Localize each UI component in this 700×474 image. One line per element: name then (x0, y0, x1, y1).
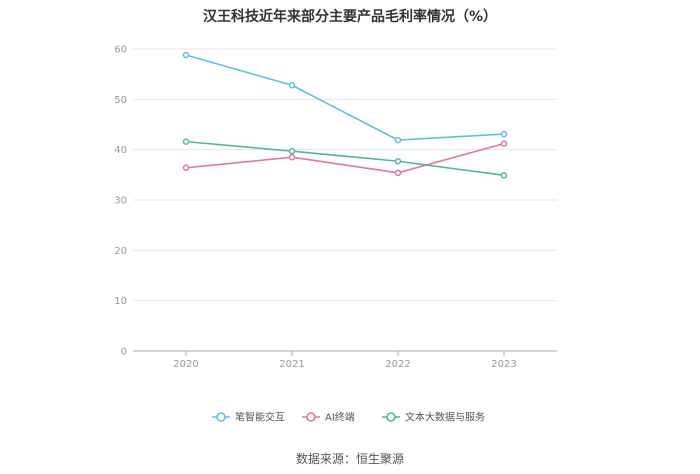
y-tick-label: 30 (114, 196, 127, 207)
data-point (394, 169, 402, 177)
data-point (288, 153, 296, 161)
x-axis: 2020 2021 2022 2023 (133, 350, 557, 370)
data-point (500, 172, 508, 179)
data-source: 数据来源：恒生聚源 (295, 452, 404, 466)
chart-title: 汉王科技近年来部分主要产品毛利率情况（%） (202, 9, 498, 25)
legend-marker (306, 412, 316, 422)
data-point (182, 164, 190, 172)
data-point (394, 157, 402, 165)
data-point (288, 81, 296, 89)
x-tick-label: 2021 (279, 359, 304, 370)
legend-label: 笔智能交互 (235, 411, 285, 424)
data-point (394, 136, 402, 144)
y-tick-label: 50 (114, 95, 127, 106)
x-tick-label: 2023 (491, 359, 516, 370)
legend: 笔智能交互 AI终端 文本大数据与服务 (212, 411, 485, 424)
series-group (182, 51, 508, 179)
y-tick-label: 40 (114, 145, 127, 156)
data-point (182, 51, 190, 59)
y-axis: 0 10 20 30 40 50 60 (114, 45, 127, 358)
data-point (182, 138, 190, 145)
x-tick-label: 2020 (173, 359, 198, 370)
grid-lines (133, 48, 557, 302)
series-line (185, 142, 505, 174)
legend-marker (386, 412, 396, 422)
y-tick-label: 0 (121, 347, 127, 358)
data-point (500, 140, 508, 147)
y-tick-label: 20 (114, 246, 127, 257)
legend-label: 文本大数据与服务 (405, 411, 485, 424)
data-point (288, 147, 296, 155)
data-point (500, 130, 508, 138)
legend-marker (216, 412, 226, 422)
series-line (185, 54, 505, 141)
y-tick-label: 60 (114, 45, 127, 56)
legend-label: AI终端 (325, 411, 355, 424)
series-line (185, 140, 505, 177)
y-tick-label: 10 (114, 296, 127, 307)
x-tick-label: 2022 (385, 359, 410, 370)
